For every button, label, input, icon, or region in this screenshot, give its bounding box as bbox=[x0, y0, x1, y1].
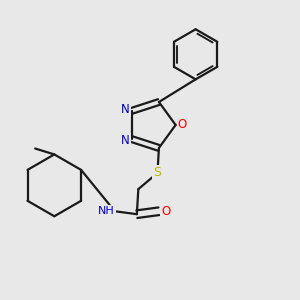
Text: NH: NH bbox=[98, 206, 115, 216]
Text: N: N bbox=[121, 134, 130, 147]
Text: N: N bbox=[121, 103, 130, 116]
Text: S: S bbox=[154, 167, 161, 179]
Text: O: O bbox=[178, 118, 187, 131]
Text: O: O bbox=[161, 205, 171, 218]
